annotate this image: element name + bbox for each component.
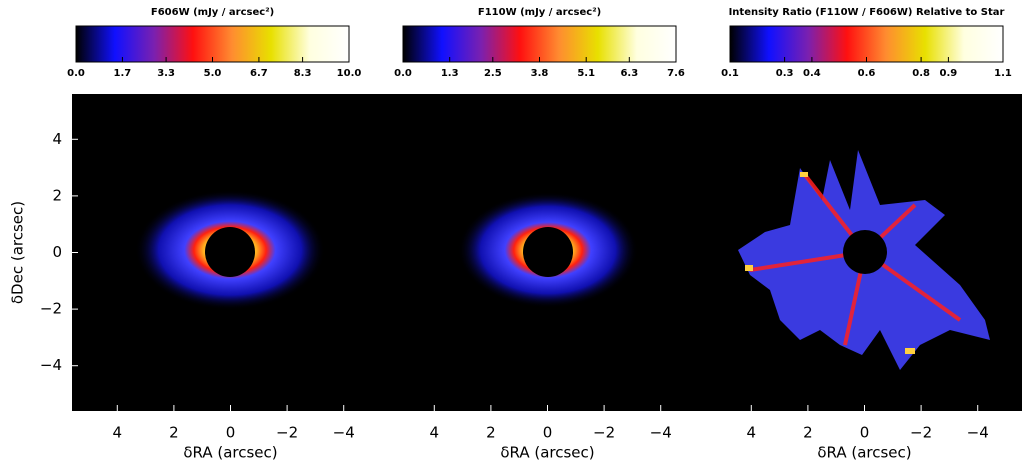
colorbar-tick-label: 6.3 [620,68,638,79]
colorbar-tick-label: 0.1 [721,68,739,79]
x-tick-label: −2 [593,424,615,442]
colorbar-tick-label: 8.3 [294,68,312,79]
colorbar-tick-label: 1.7 [114,68,132,79]
colorbar-tick-label: 0.9 [940,68,958,79]
colorbar-title: F110W (mJy / arcsec²) [478,7,601,18]
y-tick-label: −2 [40,300,62,318]
colorbar-tick-label: 1.3 [441,68,459,79]
colorbar-tick-label: 3.8 [531,68,549,79]
ratio-edges [745,172,915,354]
x-tick-label: 4 [430,424,440,442]
x-tick-label: 0 [226,424,236,442]
colorbar-tick-label: 10.0 [337,68,362,79]
colorbar-tick-label: 1.1 [994,68,1012,79]
colorbar-tick-label: 5.1 [577,68,595,79]
x-tick-label: 2 [486,424,496,442]
x-tick-label: 4 [113,424,123,442]
x-tick-label: −4 [333,424,355,442]
x-tick-label: −4 [967,424,989,442]
colorbar-tick-label: 0.0 [394,68,412,79]
colorbar-title: Intensity Ratio (F110W / F606W) Relative… [729,7,1005,18]
x-tick-label: −4 [650,424,672,442]
colorbar-title: F606W (mJy / arcsec²) [151,7,274,18]
colorbar [402,25,677,63]
y-tick-label: −4 [40,356,62,374]
colorbar-tick-label: 7.6 [667,68,685,79]
y-tick-label: 0 [52,243,62,261]
x-axis-label: δRA (arcsec) [183,444,277,462]
colorbar-tick-label: 6.7 [250,68,268,79]
x-axis-label: δRA (arcsec) [817,444,911,462]
y-axis-label: δDec (arcsec) [9,201,27,304]
occulter [205,227,255,277]
x-tick-label: −2 [276,424,298,442]
colorbar-tick-label: 3.3 [157,68,175,79]
colorbar-tick-label: 0.3 [776,68,794,79]
colorbar [729,25,1004,63]
x-tick-label: 2 [169,424,179,442]
colorbar [75,25,350,63]
colorbar-tick-label: 2.5 [484,68,502,79]
colorbar-tick-label: 0.0 [67,68,85,79]
colorbar-tick-label: 0.6 [858,68,876,79]
x-tick-label: 0 [860,424,870,442]
image-panels [72,94,1022,411]
colorbar-tick-label: 0.8 [912,68,930,79]
x-tick-label: 4 [747,424,757,442]
y-tick-label: 2 [52,186,62,204]
x-tick-label: 2 [803,424,813,442]
occulter [843,230,887,274]
colorbar-tick-label: 0.4 [803,68,821,79]
x-axis-label: δRA (arcsec) [500,444,594,462]
colorbar-tick-label: 5.0 [204,68,222,79]
occulter [523,227,573,277]
x-tick-label: −2 [910,424,932,442]
x-tick-label: 0 [543,424,553,442]
y-tick-label: 4 [52,130,62,148]
